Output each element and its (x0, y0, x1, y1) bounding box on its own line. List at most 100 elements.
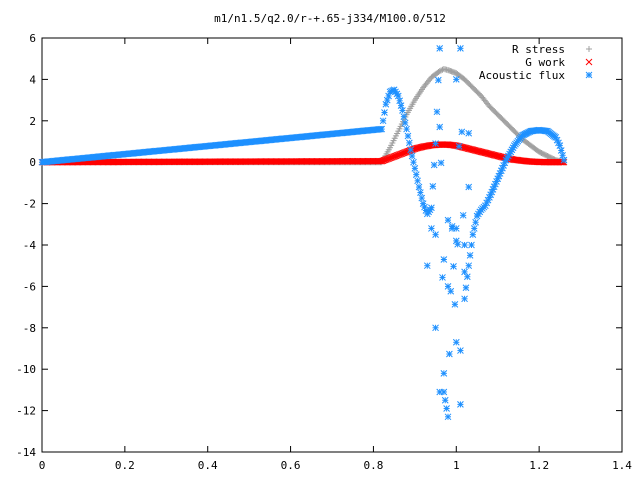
data-point (447, 287, 455, 295)
data-point (381, 109, 388, 116)
data-point (433, 108, 441, 116)
data-point (396, 151, 403, 158)
data-point (436, 388, 444, 396)
y-tick-label: -8 (23, 322, 36, 335)
data-point (418, 194, 426, 202)
data-point (434, 76, 442, 84)
x-tick-label: 1.2 (529, 459, 549, 472)
data-point (470, 225, 478, 232)
data-point (458, 128, 466, 136)
y-tick-label: -14 (16, 446, 36, 459)
data-point (452, 338, 460, 346)
data-point (379, 157, 387, 165)
data-point (396, 97, 404, 105)
data-point (466, 251, 474, 259)
legend-marker (585, 71, 593, 79)
data-point (394, 92, 402, 100)
data-point (384, 155, 391, 163)
data-point (472, 218, 479, 226)
data-point (405, 139, 413, 147)
x-axis: 0 0.2 0.4 0.6 0.8 1 1.2 1.4 (39, 38, 632, 472)
data-point (441, 396, 449, 404)
y-tick-label: -4 (23, 239, 37, 252)
data-point (394, 151, 402, 159)
x-tick-label: 0.6 (281, 459, 301, 472)
data-point (452, 225, 460, 232)
data-point (452, 76, 460, 83)
data-point (398, 150, 406, 157)
data-point (444, 413, 452, 421)
data-point (423, 262, 431, 270)
data-point (446, 350, 453, 358)
legend-marker (586, 46, 592, 52)
data-point (457, 347, 464, 354)
x-tick-label: 1.4 (612, 459, 632, 472)
y-tick-label: 0 (29, 156, 36, 169)
data-point (417, 189, 424, 196)
data-point (378, 157, 386, 165)
legend-label: R stress (512, 43, 565, 56)
x-tick-label: 0 (39, 459, 46, 472)
data-point (436, 68, 443, 75)
data-point (401, 119, 409, 127)
data-point (428, 225, 435, 232)
data-point (557, 147, 565, 154)
data-point (390, 153, 397, 161)
plot-frame (41, 37, 623, 453)
data-point (502, 156, 510, 164)
data-point (397, 102, 405, 109)
y-tick-label: -2 (23, 198, 36, 211)
data-point (432, 324, 439, 332)
data-point (560, 156, 568, 164)
data-point (465, 183, 473, 191)
data-point (556, 142, 564, 149)
data-point (412, 171, 420, 178)
x-tick-label: 0.2 (115, 459, 135, 472)
data-point (438, 67, 445, 74)
data-point (451, 300, 459, 308)
data-point (432, 231, 439, 239)
data-point (381, 156, 389, 164)
y-tick-label: 2 (29, 115, 36, 128)
y-axis: 6 4 2 0 -2 -4 -6 -8 -10 -12 -14 (16, 32, 622, 459)
legend-marker (585, 58, 593, 66)
data-point (559, 151, 566, 159)
data-point (461, 295, 468, 303)
data-point (382, 100, 390, 108)
data-point (463, 273, 471, 281)
data-point (440, 369, 448, 377)
data-point (393, 152, 401, 159)
data-point (411, 165, 419, 172)
data-point (432, 140, 439, 147)
data-point (392, 152, 400, 160)
data-point (450, 263, 457, 270)
data-point (414, 177, 421, 185)
data-point (430, 161, 438, 169)
data-point (397, 150, 405, 158)
data-point (400, 113, 408, 121)
data-point (386, 154, 394, 162)
data-point (391, 152, 399, 160)
data-point (437, 159, 445, 167)
data-point (400, 149, 408, 157)
data-point (383, 96, 391, 104)
data-point (468, 241, 475, 249)
data-point (465, 129, 473, 137)
data-point (457, 44, 464, 52)
data-point (459, 211, 467, 219)
data-point (436, 123, 444, 131)
data-point (389, 153, 396, 161)
data-point (444, 283, 452, 290)
series-layer (38, 44, 568, 421)
data-point (452, 237, 460, 245)
data-point (387, 154, 395, 161)
data-point (378, 125, 386, 133)
data-point (399, 149, 407, 157)
legend-label: G work (525, 56, 565, 69)
x-tick-label: 0.4 (198, 459, 218, 472)
series-1 (38, 141, 568, 166)
series-3 (423, 76, 473, 408)
y-tick-label: 4 (29, 73, 36, 86)
